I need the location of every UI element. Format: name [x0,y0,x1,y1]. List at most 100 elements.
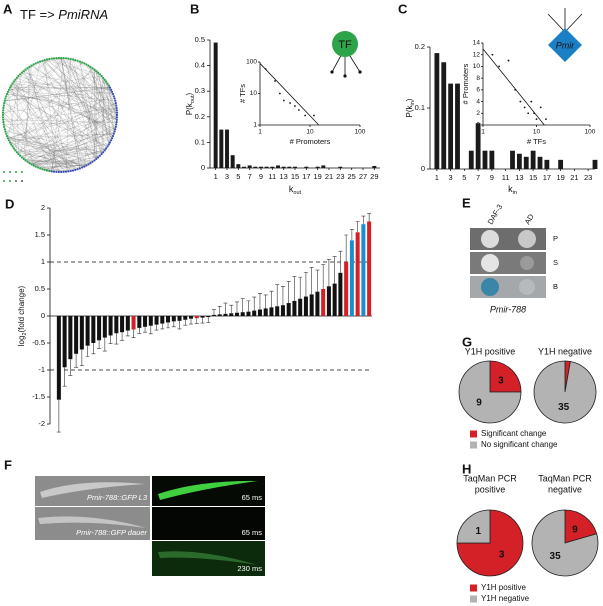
network-node [62,170,65,173]
network-node [115,104,118,107]
error-bar [177,320,182,330]
network-node [39,60,42,63]
y-tick-label: 14 [473,40,481,47]
network-node [89,65,92,68]
network-node [115,116,119,119]
network-node [106,145,109,148]
y-tick-label: 2 [41,203,45,212]
network-node [41,168,44,171]
bar [321,165,326,168]
network-node [98,154,101,157]
network-node [30,163,33,166]
bar [475,123,481,169]
icon-label: Pmir [556,40,575,50]
network-node [32,164,35,167]
bar [247,165,252,168]
network-node [85,63,88,66]
network-node [111,92,115,96]
network-node [81,166,84,169]
network-title: TF => PmiRNA [20,7,108,22]
x-tick-label: 7 [248,172,252,181]
y-tick-label: 0.4 [195,61,205,70]
error-bar [206,317,211,323]
bar [269,307,274,316]
network-node [28,162,31,165]
pie-value-label: 1 [476,526,482,537]
error-bar [344,234,349,262]
network-node [14,149,17,152]
bar [183,316,188,320]
error-bar [102,337,107,352]
bar [280,305,285,316]
scatter-point [527,112,530,115]
error-bar [217,305,222,315]
bar [74,316,79,354]
x-tick-label: 13 [279,172,287,181]
network-node [52,170,56,173]
network-node [22,70,25,73]
x-axis-label: kin [508,184,517,196]
x-tick-label: 23 [584,173,592,182]
network-node [95,70,98,73]
image-label: Pmir-788::GFP dauer [76,528,147,537]
network-node [24,159,27,162]
network-node [34,165,37,168]
x-axis-label-part: in [513,190,517,196]
network-node [10,143,13,146]
inset-y-label: # TFs [238,84,247,103]
icon-arrow [547,13,566,33]
bar [240,312,245,316]
scatter-point [282,99,285,102]
inset-x-label: # TFs [527,137,546,146]
network-node [69,57,72,61]
network-node [3,125,6,128]
x-tick-label: 1 [258,129,262,136]
network-node [2,109,5,112]
error-bar [298,276,303,299]
bar [114,316,119,334]
y-tick-label: 1 [41,257,45,266]
bar [217,314,222,316]
worm [40,482,145,498]
error-bar [91,343,96,355]
y-axis-label-part: 2 [22,332,28,335]
x-tick-label: 23 [336,172,344,181]
icon-dot [330,70,334,74]
network-node [76,168,79,171]
bar [372,165,377,168]
network-node [115,118,118,121]
bar [213,42,218,169]
bar [338,166,343,168]
network-node [6,137,9,140]
error-bar [338,250,343,273]
bar [219,129,224,168]
bar [286,303,291,316]
error-bar [108,335,113,344]
error-bar [125,330,130,337]
fit-line [482,48,545,126]
bar [321,289,326,316]
network-node [100,74,103,78]
network-node [2,118,5,121]
icon-arrow [564,13,583,33]
bar [361,224,366,316]
error-bar [62,367,67,387]
network-node [113,97,116,100]
x-tick-label: 3 [449,173,453,182]
x-tick-label: 1 [435,173,439,182]
error-bar [361,215,366,225]
panel-label: E [462,195,471,210]
error-bar [332,256,337,284]
x-tick-label: 27 [359,172,367,181]
network-node [3,102,6,105]
micrograph [152,507,265,540]
network-node [115,121,118,124]
bar [97,316,102,341]
network-node [57,170,60,174]
network-node [2,106,5,109]
error-bar [321,264,326,289]
error-bar [367,213,372,222]
y-tick-label: -1.5 [32,392,45,401]
network-node [11,145,14,148]
y-tick-label: -2 [38,419,45,428]
